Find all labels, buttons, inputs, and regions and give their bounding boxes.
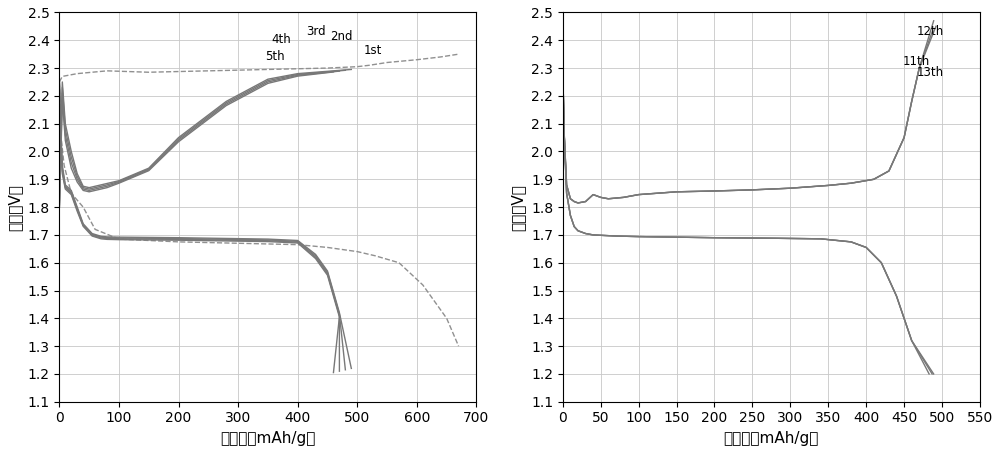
Text: 1st: 1st bbox=[363, 44, 382, 57]
Y-axis label: 电压（V）: 电压（V） bbox=[510, 183, 525, 231]
Text: 4th: 4th bbox=[271, 33, 291, 46]
X-axis label: 比容量（mAh/g）: 比容量（mAh/g） bbox=[220, 431, 316, 446]
Y-axis label: 电压（V）: 电压（V） bbox=[7, 183, 22, 231]
Text: 11th: 11th bbox=[903, 55, 930, 68]
Text: 3rd: 3rd bbox=[307, 25, 326, 38]
Text: 12th: 12th bbox=[917, 25, 944, 38]
Text: 2nd: 2nd bbox=[330, 30, 353, 43]
X-axis label: 比容量（mAh/g）: 比容量（mAh/g） bbox=[724, 431, 819, 446]
Text: 5th: 5th bbox=[265, 50, 285, 63]
Text: 13th: 13th bbox=[917, 67, 944, 79]
